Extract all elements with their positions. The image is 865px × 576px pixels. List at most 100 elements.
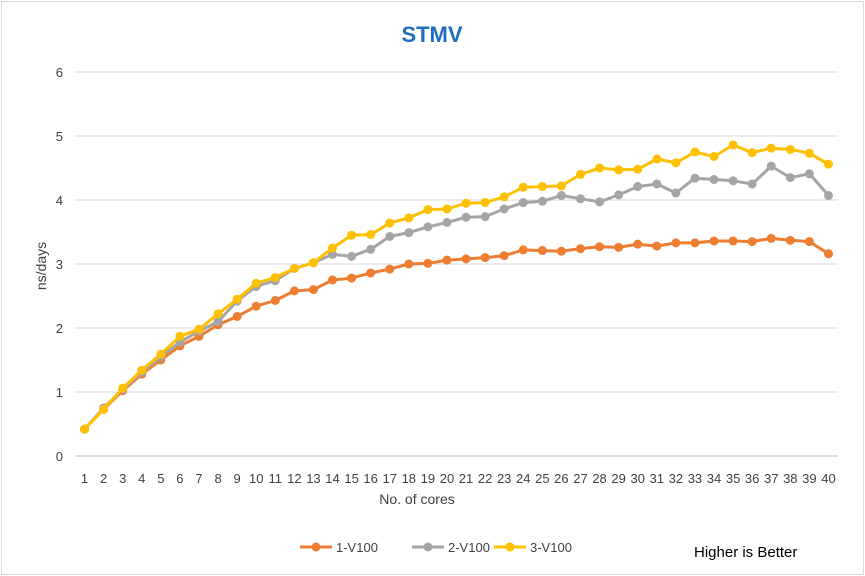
y-tick-2: 2: [56, 321, 63, 336]
data-point-2-V100-40: [823, 191, 833, 201]
series-line-3-V100: [83, 143, 830, 431]
data-point-1-V100-19: [423, 258, 433, 268]
data-point-3-V100-37: [766, 143, 776, 153]
data-point-2-V100-29: [614, 190, 624, 200]
x-tick-36: 36: [745, 471, 759, 486]
legend-marker-2-V100: [423, 542, 433, 552]
x-tick-9: 9: [234, 471, 241, 486]
x-tick-20: 20: [440, 471, 454, 486]
data-point-1-V100-30: [633, 239, 643, 249]
x-tick-8: 8: [214, 471, 221, 486]
data-point-1-V100-40: [823, 249, 833, 259]
data-point-2-V100-21: [461, 212, 471, 222]
data-point-2-V100-8: [213, 317, 223, 327]
chart-title: STMV: [401, 22, 462, 47]
x-tick-26: 26: [554, 471, 568, 486]
x-tick-6: 6: [176, 471, 183, 486]
data-point-3-V100-5: [156, 349, 166, 359]
y-tick-6: 6: [56, 65, 63, 80]
data-point-3-V100-31: [652, 154, 662, 164]
x-tick-2: 2: [100, 471, 107, 486]
data-point-3-V100-11: [270, 272, 280, 282]
data-point-1-V100-24: [518, 245, 528, 255]
series-line-1-V100: [83, 236, 830, 431]
data-point-3-V100-17: [385, 218, 395, 228]
data-point-2-V100-26: [556, 191, 566, 201]
data-point-3-V100-14: [328, 243, 338, 253]
x-tick-18: 18: [402, 471, 416, 486]
data-point-1-V100-29: [614, 242, 624, 252]
data-point-3-V100-18: [404, 213, 414, 223]
data-point-2-V100-28: [595, 197, 605, 207]
data-point-2-V100-35: [728, 176, 738, 186]
x-tick-30: 30: [630, 471, 644, 486]
series-2-V100: [80, 161, 833, 434]
data-point-3-V100-22: [480, 198, 490, 208]
data-point-1-V100-27: [575, 244, 585, 254]
data-point-3-V100-20: [442, 204, 452, 214]
x-tick-25: 25: [535, 471, 549, 486]
x-tick-31: 31: [650, 471, 664, 486]
x-tick-labels: 1 2 3 4 5 6 7 8 9 10 11 12 13 14 15 16 17 18 19 20 21 22 23 24 2…: [81, 471, 836, 486]
data-point-2-V100-14: [328, 249, 338, 259]
data-point-2-V100-16: [366, 244, 376, 254]
data-point-2-V100-15: [347, 251, 357, 261]
data-point-3-V100-27: [575, 169, 585, 179]
x-tick-10: 10: [249, 471, 263, 486]
x-tick-39: 39: [802, 471, 816, 486]
x-tick-28: 28: [592, 471, 606, 486]
data-point-1-V100-16: [366, 268, 376, 278]
data-point-2-V100-20: [442, 217, 452, 227]
data-point-2-V100-22: [480, 212, 490, 222]
data-point-1-V100-26: [556, 246, 566, 256]
data-point-3-V100-2: [99, 404, 109, 414]
x-tick-29: 29: [611, 471, 625, 486]
x-tick-7: 7: [195, 471, 202, 486]
data-point-3-V100-26: [556, 181, 566, 191]
x-tick-15: 15: [344, 471, 358, 486]
legend-label-1-V100: 1-V100: [336, 540, 378, 555]
data-point-1-V100-28: [595, 242, 605, 252]
data-point-3-V100-3: [118, 383, 128, 393]
data-point-1-V100-15: [347, 273, 357, 283]
x-tick-23: 23: [497, 471, 511, 486]
legend-label-3-V100: 3-V100: [530, 540, 572, 555]
data-point-3-V100-8: [213, 309, 223, 319]
data-point-1-V100-39: [804, 237, 814, 247]
legend-item-2-V100: 2-V100: [412, 540, 490, 555]
data-point-3-V100-15: [347, 230, 357, 240]
data-point-1-V100-17: [385, 264, 395, 274]
data-point-3-V100-23: [499, 192, 509, 202]
data-point-2-V100-19: [423, 222, 433, 232]
data-point-2-V100-30: [633, 182, 643, 192]
series-3-V100: [80, 140, 833, 434]
data-point-2-V100-31: [652, 179, 662, 189]
data-point-3-V100-30: [633, 164, 643, 174]
data-point-2-V100-39: [804, 169, 814, 179]
y-tick-3: 3: [56, 257, 63, 272]
x-tick-40: 40: [821, 471, 835, 486]
data-point-1-V100-10: [251, 301, 261, 311]
y-tick-0: 0: [56, 449, 63, 464]
x-tick-35: 35: [726, 471, 740, 486]
data-point-2-V100-38: [785, 173, 795, 183]
data-point-3-V100-32: [671, 158, 681, 168]
legend-marker-1-V100: [311, 542, 321, 552]
legend-item-1-V100: 1-V100: [300, 540, 378, 555]
data-point-2-V100-36: [747, 179, 757, 189]
data-point-1-V100-13: [308, 285, 318, 295]
x-tick-33: 33: [688, 471, 702, 486]
data-point-3-V100-6: [175, 331, 185, 341]
data-point-3-V100-10: [251, 278, 261, 288]
y-tick-labels: 0 1 2 3 4 5 6: [56, 65, 63, 464]
data-point-2-V100-33: [690, 173, 700, 183]
x-tick-19: 19: [421, 471, 435, 486]
data-point-1-V100-25: [537, 246, 547, 256]
legend: 1-V100 2-V100 3-V100: [300, 540, 572, 555]
series-layer: [80, 140, 833, 434]
data-point-1-V100-33: [690, 238, 700, 248]
data-point-2-V100-24: [518, 198, 528, 208]
x-tick-13: 13: [306, 471, 320, 486]
